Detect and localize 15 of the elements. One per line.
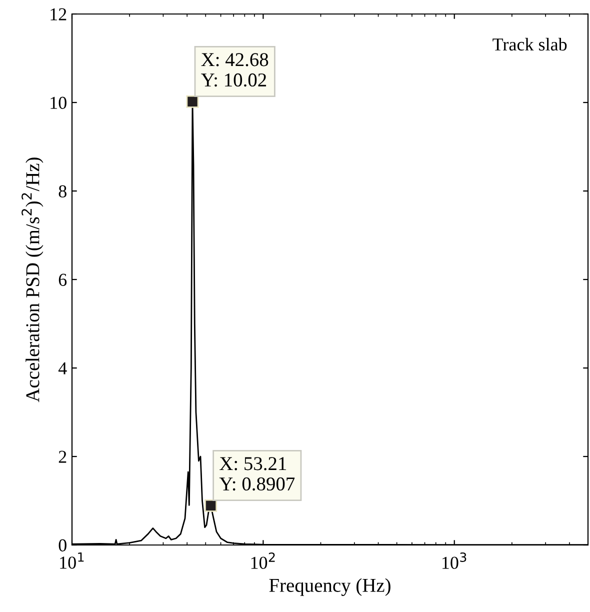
x-tick-label: 10$^{2}$ — [251, 552, 275, 569]
y-tick-label: 12 — [50, 8, 66, 20]
annotation: X: 42.68 Y: 10.02 — [201, 53, 268, 87]
y-tick-label: 8 — [58, 185, 66, 198]
y-tick-label: 2 — [58, 450, 66, 463]
x-tick-label: 10$^{1}$ — [60, 552, 84, 569]
x-axis-title: Frequency (Hz) — [269, 578, 390, 596]
y-tick-label: 10 — [50, 96, 66, 109]
y-tick-label: 6 — [58, 274, 67, 286]
y-tick-label: 4 — [58, 362, 67, 374]
annotation: Track slab — [492, 38, 567, 51]
x-tick-label: 10$^{3}$ — [442, 552, 466, 569]
annotation: X: 53.21 Y: 0.8907 — [219, 457, 295, 491]
y-tick-label: 0 — [58, 539, 66, 552]
y-axis-title: Acceleration PSD ((m/s$^{2}$)$^{2}$/Hz) — [22, 158, 44, 402]
